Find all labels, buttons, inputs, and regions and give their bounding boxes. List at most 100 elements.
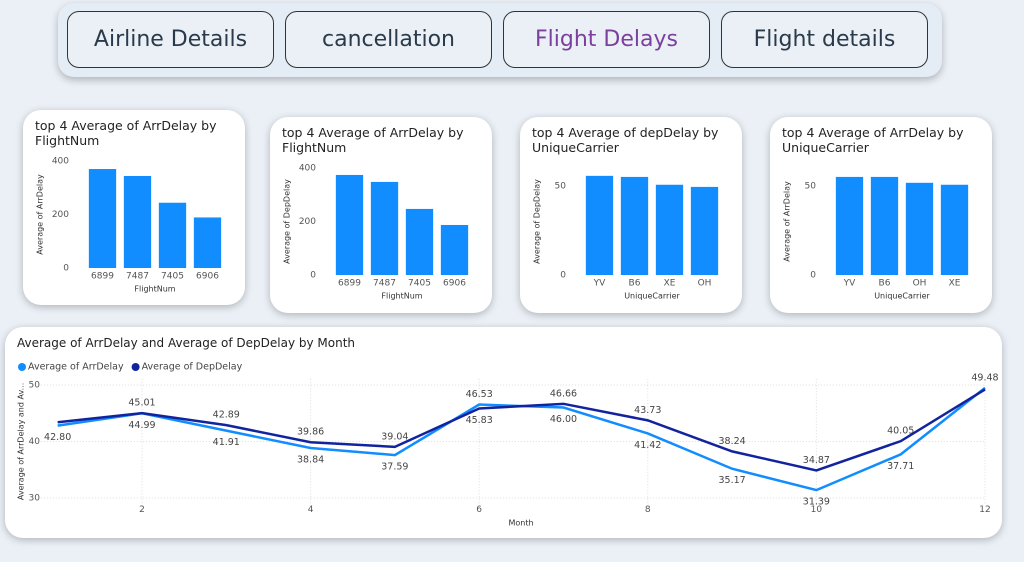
nav-button[interactable]: Airline Details [67,11,274,68]
data-label: 39.04 [381,431,408,442]
nav-button[interactable]: Flight details [721,11,928,68]
plot: 30 40 50 2 4 6 8 10 12 Month Average of ArrDelay a… [17,362,999,528]
data-label: 37.59 [381,462,408,473]
chart-title: top 4 Average of ArrDelay by FlightNum [282,125,464,155]
data-label: 40.05 [887,426,914,437]
legend-label: Average of ArrDelay [28,362,124,373]
x-tick-label: B6 [879,279,891,289]
y-tick-label: 50 [29,380,41,390]
chart: 0 200 400 6899 7487 7405 6906 FlightNum Average … [283,164,469,301]
chart-card: 0 50 YV B6 XE OH UniqueCarrier Average of DepDe… [520,117,742,313]
y-axis-title: Average of ArrDelay [36,174,45,255]
legend-marker [18,363,26,371]
y-axis-title: Average of DepDelay [533,179,542,264]
chart-title: Average of ArrDelay and Average of DepDe… [17,336,356,350]
nav-bar: Airline Details cancellation Flight Delays… [58,3,942,77]
chart-card: 0 50 YV B6 OH XE UniqueCarrier Average of ArrDe… [770,117,992,313]
nav-button[interactable]: cancellation [285,11,492,68]
x-tick-label: OH [913,279,927,289]
bar [585,175,614,275]
y-axis-title: Average of ArrDelay [783,181,792,262]
y-tick-label: 0 [63,264,69,274]
data-label: 35.17 [718,475,745,486]
bar [655,184,684,275]
chart: 0 50 YV B6 XE OH UniqueCarrier Average of DepDe… [533,175,719,301]
x-tick-label: 6906 [443,279,466,289]
x-tick-label: 4 [308,505,314,515]
data-label: 39.86 [297,427,324,438]
data-label: 41.42 [634,440,661,451]
chart: 0 200 400 6899 7487 7405 6906 FlightNum Average … [36,157,222,294]
x-tick-label: OH [698,279,712,289]
x-tick-label: 7405 [161,272,184,282]
x-tick-label: 6 [476,505,482,515]
chart-card: 0 200 400 6899 7487 7405 6906 FlightNum Average … [270,117,492,313]
data-label: 38.84 [297,455,324,466]
bar [193,217,222,268]
data-label: 46.53 [466,389,493,400]
x-tick-label: XE [664,279,676,289]
x-tick-label: YV [843,279,856,289]
y-tick-label: 50 [555,181,567,191]
data-label: 46.00 [550,414,577,425]
data-label: 45.01 [128,398,155,409]
data-label: 37.71 [887,461,914,472]
y-tick-label: 400 [52,157,69,167]
bar [405,208,434,275]
y-tick-label: 200 [52,210,69,220]
data-label: 44.99 [128,420,155,431]
bar [940,184,969,275]
legend-marker [131,363,140,371]
x-tick-label: B6 [629,279,641,289]
bar [88,169,117,268]
y-tick-label: 50 [805,181,817,191]
data-label: 38.24 [718,436,745,447]
data-label: 41.91 [213,437,240,448]
data-label: 42.89 [213,410,240,421]
x-tick-label: 7405 [408,279,431,289]
data-label: 42.80 [44,432,71,443]
bar [440,224,469,275]
chart-card: 0 200 400 6899 7487 7405 6906 FlightNum Average … [23,110,245,305]
bar [335,174,364,275]
y-tick-label: 40 [29,437,41,447]
chart-title: top 4 Average of ArrDelay by UniqueCarri… [782,125,964,155]
x-axis-title: UniqueCarrier [624,292,680,301]
y-axis-title: Average of ArrDelay and Av... [17,383,26,500]
data-label: 31.39 [803,497,830,508]
data-label: 46.66 [550,388,577,399]
bar [835,176,864,275]
y-tick-label: 0 [560,271,566,281]
x-tick-label: 7487 [126,272,149,282]
x-tick-label: 12 [979,505,990,515]
legend-label: Average of DepDelay [142,362,243,373]
x-tick-label: 7487 [373,279,396,289]
x-tick-label: XE [949,279,961,289]
chart-title: top 4 Average of ArrDelay by FlightNum [35,118,217,148]
line-series [57,388,986,472]
chart: 30 40 50 2 4 6 8 10 12 Month Average of ArrDelay a… [17,362,999,528]
data-label: 43.73 [634,405,661,416]
data-label: 34.87 [803,455,830,466]
x-axis-title: UniqueCarrier [874,292,930,301]
x-tick-label: 6899 [338,279,361,289]
x-tick-label: 8 [645,505,651,515]
x-tick-label: 6906 [196,272,219,282]
x-tick-label: 2 [139,505,145,515]
x-tick-label: 6899 [91,272,114,282]
bar [158,202,187,268]
bar [905,182,934,275]
data-label: 45.83 [466,415,493,426]
nav-button[interactable]: Flight Delays [503,11,710,68]
bar [690,186,719,275]
x-axis-title: Month [508,519,533,528]
x-axis-title: FlightNum [134,285,175,294]
y-tick-label: 0 [810,271,816,281]
x-tick-label: YV [593,279,606,289]
bar [620,176,649,275]
x-axis-title: FlightNum [381,292,422,301]
chart-card: 30 40 50 2 4 6 8 10 12 Month Average of ArrDelay a… [5,327,1002,538]
x-tick-label: 10 [811,505,823,515]
